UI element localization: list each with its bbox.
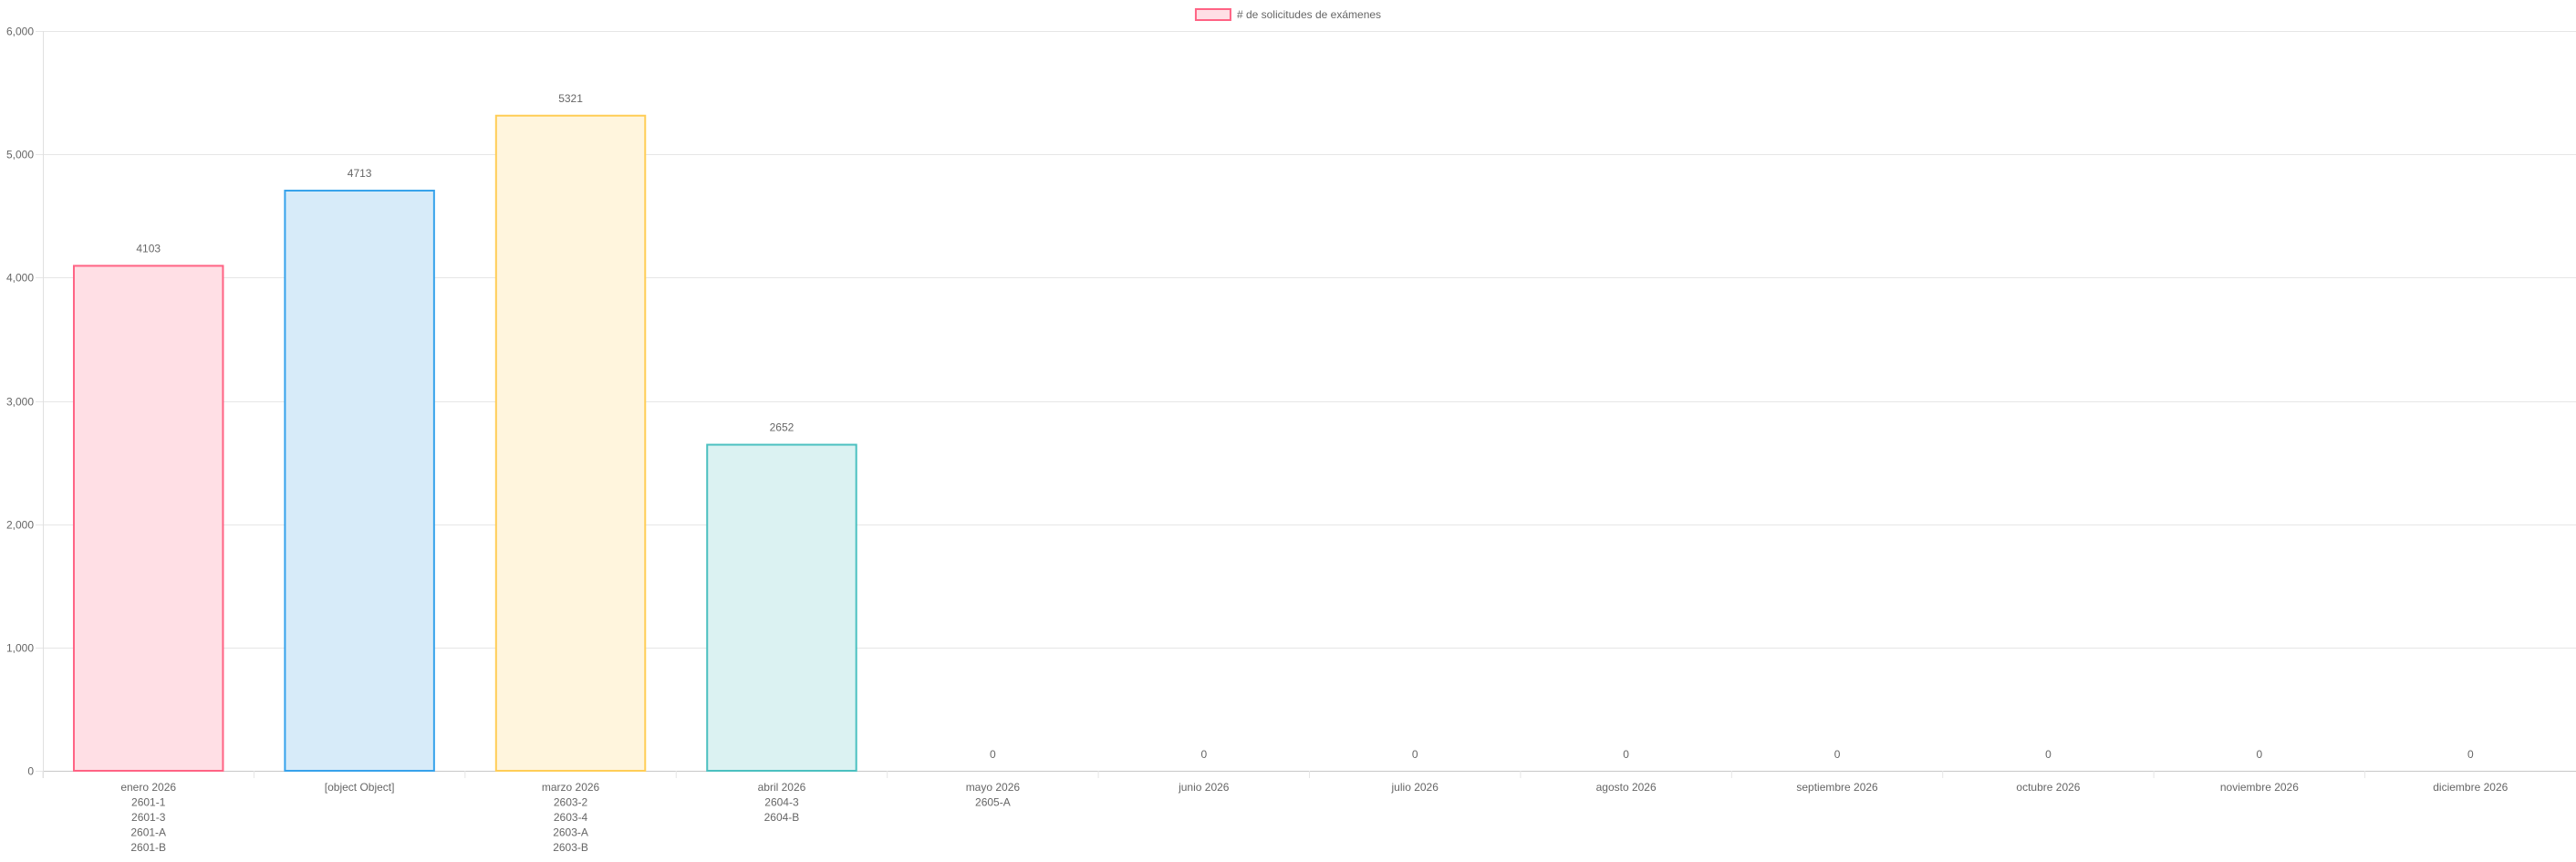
data-label: 0: [1412, 748, 1418, 761]
x-tick-label: 2603-B: [553, 841, 588, 854]
x-axis-ticks: enero 2026 2601-1 2601-3 2601-A 2601-B [objec…: [120, 781, 2508, 854]
x-tick-label: octubre 2026: [2016, 781, 2080, 794]
x-tick-label: 2601-A: [130, 826, 166, 839]
data-label: 4713: [348, 167, 372, 180]
y-axis-ticks: 0 1,000 2,000 3,000 4,000 5,000 6,000: [6, 26, 34, 778]
x-tick-label: 2604-3: [764, 796, 799, 809]
legend[interactable]: # de solicitudes de exámenes: [1194, 8, 1381, 21]
data-labels: 4103 4713 5321 2652 0 0 0 0 0 0 0 0: [136, 92, 2474, 761]
x-tick-label: abril 2026: [758, 781, 806, 794]
data-label: 0: [1834, 748, 1841, 761]
data-label: 0: [1200, 748, 1207, 761]
data-label: 0: [990, 748, 996, 761]
y-tick-label: 3,000: [6, 396, 34, 409]
y-tick-label: 1,000: [6, 642, 34, 655]
x-tick-label: 2601-1: [131, 796, 166, 809]
bar: [494, 114, 647, 773]
x-tick-label: diciembre 2026: [2433, 781, 2508, 794]
data-label: 5321: [558, 92, 583, 105]
grid-lines: [36, 31, 2576, 778]
legend-label: # de solicitudes de exámenes: [1237, 8, 1381, 21]
x-tick-label: mayo 2026: [966, 781, 1021, 794]
x-tick-label: 2601-3: [131, 811, 166, 824]
bar: [72, 265, 224, 772]
x-tick-label: enero 2026: [120, 781, 176, 794]
data-label: 2652: [770, 421, 795, 434]
y-tick-label: 5,000: [6, 149, 34, 161]
x-tick-label: agosto 2026: [1596, 781, 1657, 794]
x-tick-label: junio 2026: [1178, 781, 1230, 794]
bar: [706, 443, 857, 772]
legend-swatch: [1194, 8, 1231, 21]
data-label: 0: [1623, 748, 1629, 761]
data-label: 0: [2045, 748, 2051, 761]
data-label: 0: [2257, 748, 2263, 761]
y-tick-label: 2,000: [6, 519, 34, 532]
x-tick-label: 2603-A: [553, 826, 588, 839]
bars: [72, 114, 857, 773]
data-label: 4103: [136, 242, 161, 254]
x-tick-label: 2604-B: [764, 811, 800, 824]
y-tick-label: 6,000: [6, 26, 34, 38]
x-tick-label: noviembre 2026: [2220, 781, 2299, 794]
x-tick-label: 2603-4: [554, 811, 588, 824]
x-tick-label: marzo 2026: [542, 781, 600, 794]
y-tick-label: 0: [27, 765, 34, 778]
x-tick-label: 2605-A: [975, 796, 1011, 809]
data-label: 0: [2467, 748, 2474, 761]
x-tick-label: 2603-2: [554, 796, 588, 809]
x-tick-label: 2601-B: [130, 841, 166, 854]
x-tick-label: julio 2026: [1391, 781, 1439, 794]
x-tick-label: septiembre 2026: [1796, 781, 1878, 794]
y-tick-label: 4,000: [6, 272, 34, 285]
bar: [284, 189, 435, 773]
x-tick-label: [object Object]: [325, 781, 395, 794]
